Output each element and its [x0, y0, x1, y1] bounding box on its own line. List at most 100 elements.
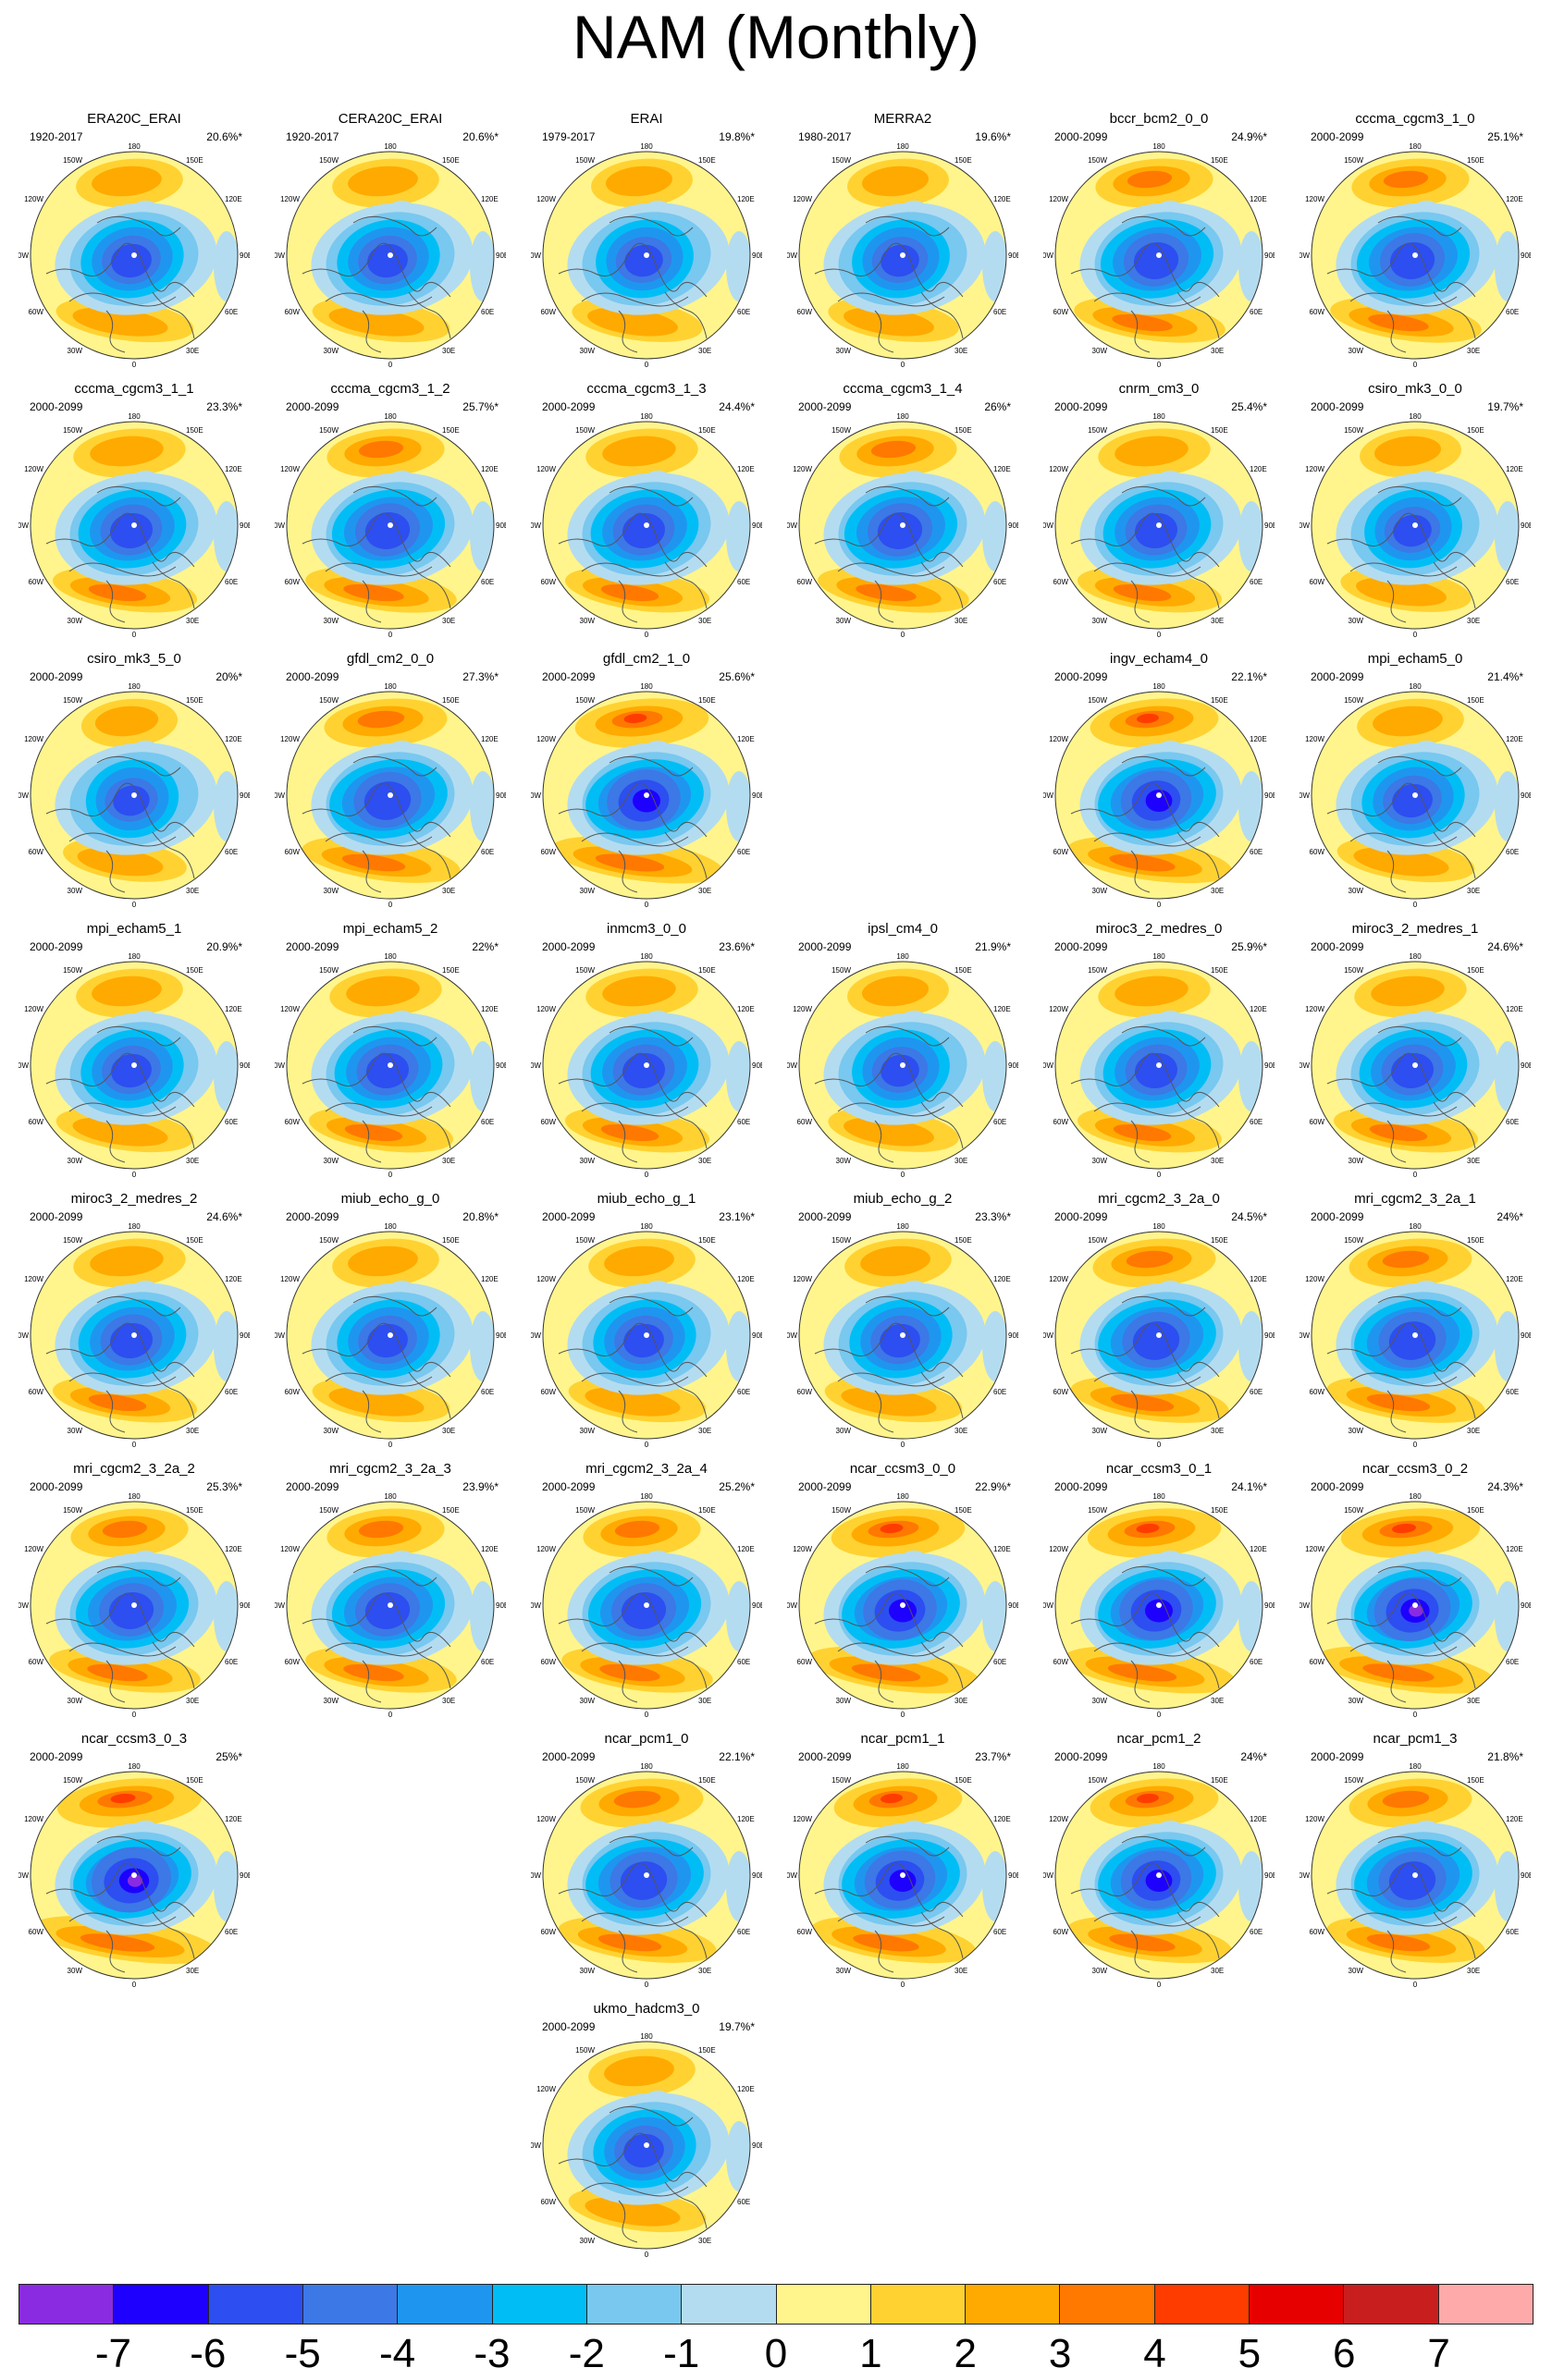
- map-grid-label: 0: [388, 1711, 393, 1719]
- map-grid-label: 150W: [1088, 696, 1107, 705]
- map-grid-label: 150W: [1344, 156, 1363, 165]
- map-grid-label: 90E: [752, 791, 762, 800]
- map-grid-label: 120E: [993, 1815, 1011, 1823]
- map-grid-label: 60W: [797, 1388, 813, 1396]
- contour-field: [1312, 962, 1519, 1169]
- map-grid-label: 120W: [280, 735, 300, 743]
- map-grid-label: 120W: [280, 1275, 300, 1283]
- map-grid-label: 90W: [18, 1601, 29, 1610]
- map-grid-label: 120E: [225, 1815, 242, 1823]
- map-grid-label: 60E: [1250, 848, 1263, 856]
- panel-variance-percent: 24.1%*: [1231, 1480, 1267, 1493]
- panel-variance-percent: 24.6%*: [1487, 940, 1523, 953]
- panel-variance-percent: 26%*: [984, 400, 1011, 413]
- map-grid-label: 180: [1409, 1492, 1422, 1501]
- map-grid-label: 150E: [442, 1236, 460, 1245]
- map-grid-label: 0: [645, 1981, 649, 1989]
- map-grid-label: 30E: [1211, 617, 1224, 625]
- map-grid-label: 90W: [787, 521, 797, 530]
- map-grid-label: 90W: [531, 1061, 541, 1070]
- panel-title: mpi_echam5_2: [342, 921, 438, 937]
- panel-title: miroc3_2_medres_1: [1351, 921, 1479, 937]
- colorbar-tick-label: 7: [1427, 2331, 1450, 2376]
- map-grid-label: 120E: [1250, 1815, 1267, 1823]
- map-grid-label: 150W: [575, 1506, 595, 1515]
- contour-field: [799, 962, 1006, 1169]
- map-grid-label: 90W: [531, 1331, 541, 1340]
- panel-title: CERA20C_ERAI: [338, 111, 443, 127]
- panel-title: ncar_ccsm3_0_1: [1105, 1461, 1213, 1477]
- map-grid-label: 150E: [1467, 426, 1484, 435]
- map-grid-label: 60E: [737, 578, 750, 586]
- map-grid-label: 90W: [1299, 1331, 1310, 1340]
- map-grid-label: 0: [1413, 1981, 1418, 1989]
- map-grid-label: 60W: [29, 578, 44, 586]
- panel-variance-percent: 23.1%*: [719, 1210, 755, 1223]
- panel-title: ncar_pcm1_0: [604, 1731, 689, 1747]
- map-grid-label: 60W: [797, 308, 813, 316]
- map-grid-label: 0: [132, 1981, 137, 1989]
- map-grid-label: 120W: [1049, 1815, 1068, 1823]
- map-grid-label: 30E: [442, 887, 455, 895]
- map-grid-label: 180: [640, 412, 653, 421]
- colorbar-swatch: [302, 2285, 399, 2324]
- map-grid-label: 60E: [737, 308, 750, 316]
- map-grid-label: 30W: [1349, 1697, 1364, 1705]
- polar-map: 180 0 90W 90E 120W 120E 60W 60E 150W 150E 30W 30E: [1299, 1492, 1531, 1719]
- map-grid-label: 90E: [1264, 1871, 1275, 1880]
- map-grid-label: 120W: [536, 1005, 556, 1013]
- map-grid-label: 120W: [280, 465, 300, 473]
- map-grid-label: 90E: [1521, 1601, 1531, 1610]
- map-grid-label: 150E: [442, 426, 460, 435]
- map-grid-label: 120W: [536, 1275, 556, 1283]
- panel-variance-percent: 27.3%*: [462, 670, 499, 683]
- map-grid-label: 60W: [29, 308, 44, 316]
- map-grid-label: 0: [901, 1711, 905, 1719]
- map-grid-label: 30E: [1211, 347, 1224, 355]
- contour-field: [1312, 1232, 1519, 1439]
- figure-title: NAM (Monthly): [572, 3, 980, 71]
- panel-title: csiro_mk3_0_0: [1368, 381, 1462, 397]
- polar-map: 180 0 90W 90E 120W 120E 60W 60E 150W 150E 30W 30E: [1043, 142, 1275, 369]
- map-grid-label: 30E: [1467, 617, 1480, 625]
- map-panel: cccma_cgcm3_1_3 2000-2099 24.4%* 180 0 90W 90E…: [531, 379, 762, 647]
- map-grid-label: 90E: [496, 791, 506, 800]
- panel-variance-percent: 25.3%*: [206, 1480, 242, 1493]
- map-grid-label: 30E: [955, 1157, 967, 1165]
- panel-variance-percent: 25.2%*: [719, 1480, 755, 1493]
- map-panel: CERA20C_ERAI 1920-2017 20.6%* 180 0 90W 90E 120…: [275, 109, 506, 377]
- map-grid-label: 120E: [481, 735, 499, 743]
- map-grid-label: 180: [640, 1222, 653, 1231]
- map-grid-label: 30E: [955, 347, 967, 355]
- panel-period: 2000-2099: [1054, 940, 1108, 953]
- map-grid-label: 150E: [1467, 1236, 1484, 1245]
- map-grid-label: 0: [645, 1171, 649, 1179]
- map-grid-label: 150E: [186, 1236, 203, 1245]
- polar-map: 180 0 90W 90E 120W 120E 60W 60E 150W 150E 30W 30E: [1043, 1492, 1275, 1719]
- contour-field: [31, 692, 238, 899]
- colorbar-tick-label: 4: [1143, 2331, 1166, 2376]
- contour-field: [799, 1232, 1006, 1439]
- map-grid-label: 120W: [1049, 1275, 1068, 1283]
- map-grid-label: 60W: [541, 1928, 557, 1936]
- map-grid-label: 60E: [993, 1658, 1006, 1666]
- map-grid-label: 90E: [1521, 1331, 1531, 1340]
- map-grid-label: 0: [1413, 1171, 1418, 1179]
- polar-map: 180 0 90W 90E 120W 120E 60W 60E 150W 150E 30W 30E: [1043, 952, 1275, 1179]
- map-grid-label: 0: [901, 1981, 905, 1989]
- map-grid-label: 120W: [1049, 735, 1068, 743]
- map-grid-label: 90E: [496, 521, 506, 530]
- map-grid-label: 90W: [787, 1061, 797, 1070]
- map-grid-label: 60E: [481, 578, 494, 586]
- panel-period: 2000-2099: [1311, 1480, 1364, 1493]
- map-panel: inmcm3_0_02000-209923.6%*180090W90E120W1…: [531, 919, 762, 1187]
- panel-title: ncar_ccsm3_0_0: [849, 1461, 956, 1477]
- map-grid-label: 60E: [993, 578, 1006, 586]
- map-grid-label: 90W: [18, 1061, 29, 1070]
- colorbar-swatch: [19, 2285, 115, 2324]
- colorbar-swatch: [870, 2285, 967, 2324]
- map-grid-label: 90E: [1264, 521, 1275, 530]
- map-grid-label: 60W: [29, 1118, 44, 1126]
- map-grid-label: 90W: [1299, 791, 1310, 800]
